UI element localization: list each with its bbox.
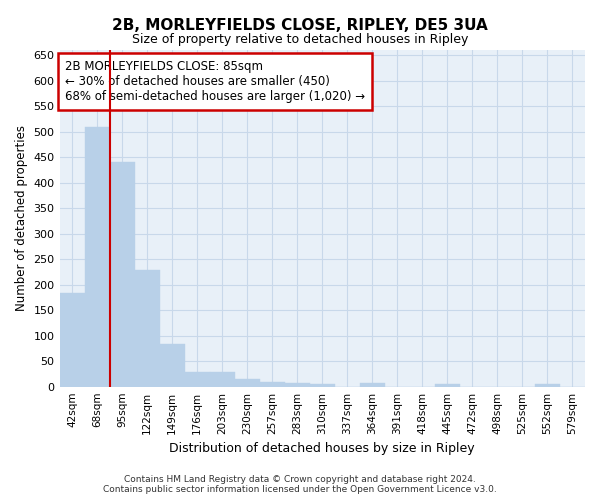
Y-axis label: Number of detached properties: Number of detached properties (15, 126, 28, 312)
Bar (310, 384, 335, 386)
Bar (360, 382, 385, 386)
Text: 2B, MORLEYFIELDS CLOSE, RIPLEY, DE5 3UA: 2B, MORLEYFIELDS CLOSE, RIPLEY, DE5 3UA (112, 18, 488, 32)
Bar (285, 382, 310, 386)
Bar (134, 270, 160, 386)
Bar (110, 162, 134, 386)
Bar (235, 379, 260, 386)
Text: Contains HM Land Registry data © Crown copyright and database right 2024.
Contai: Contains HM Land Registry data © Crown c… (103, 474, 497, 494)
Bar (160, 344, 185, 387)
Bar (535, 384, 560, 386)
Bar (209, 372, 235, 386)
Bar (85, 126, 110, 386)
Bar (260, 382, 285, 386)
Bar (185, 372, 209, 386)
Text: 2B MORLEYFIELDS CLOSE: 85sqm
← 30% of detached houses are smaller (450)
68% of s: 2B MORLEYFIELDS CLOSE: 85sqm ← 30% of de… (65, 60, 365, 103)
Bar (435, 384, 460, 386)
X-axis label: Distribution of detached houses by size in Ripley: Distribution of detached houses by size … (169, 442, 475, 455)
Bar (59, 294, 85, 386)
Text: Size of property relative to detached houses in Ripley: Size of property relative to detached ho… (132, 32, 468, 46)
